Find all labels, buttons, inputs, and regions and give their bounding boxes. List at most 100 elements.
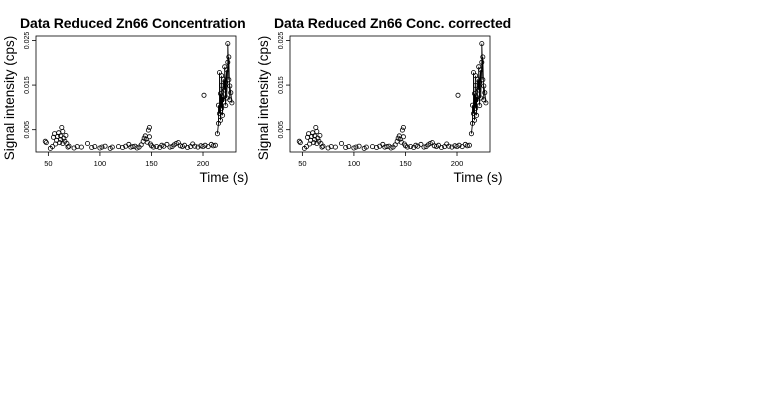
data-point — [71, 145, 77, 151]
data-point — [346, 144, 352, 150]
series-line — [470, 43, 487, 134]
data-point — [43, 140, 49, 146]
data-point — [479, 59, 485, 65]
data-point — [143, 136, 149, 142]
data-point — [477, 103, 483, 109]
data-point — [320, 143, 326, 149]
x-tick-label: 200 — [197, 159, 210, 168]
data-point — [164, 141, 170, 147]
data-point — [145, 127, 151, 133]
data-point — [146, 134, 152, 140]
data-point — [99, 144, 105, 150]
y-tick-label: 0.015 — [278, 76, 285, 94]
data-point — [317, 132, 323, 138]
y-axis-label: Signal intensity (cps) — [256, 36, 271, 161]
data-point — [58, 136, 64, 142]
x-tick-label: 150 — [145, 159, 158, 168]
data-point — [57, 140, 63, 146]
data-point — [356, 143, 362, 149]
data-point — [363, 144, 369, 150]
chart-canvas: 50 100 150 200 0.005 0.015 0.025 Time (s) Signal… — [256, 32, 503, 185]
data-point — [50, 144, 56, 150]
data-point — [202, 142, 208, 148]
data-point — [146, 125, 152, 131]
data-point — [223, 103, 229, 109]
data-point — [483, 100, 489, 106]
data-point — [227, 83, 233, 89]
data-point — [215, 102, 221, 108]
data-point — [217, 117, 223, 123]
data-point — [214, 131, 220, 137]
data-point — [480, 54, 486, 60]
data-point — [313, 125, 319, 131]
data-point — [228, 90, 234, 96]
data-point — [464, 143, 470, 149]
data-point — [343, 144, 349, 150]
data-point — [312, 136, 318, 142]
y-tick-label: 0.025 — [278, 32, 285, 50]
zn66-corrected-chart: Data Reduced Zn66 Conc. corrected 50 100 1… — [254, 0, 512, 190]
data-point — [63, 132, 69, 138]
data-point — [421, 144, 427, 150]
data-point — [370, 144, 376, 150]
y-tick-label: 0.005 — [278, 121, 285, 139]
data-point — [482, 90, 488, 96]
data-point — [332, 144, 338, 150]
data-point — [219, 73, 225, 79]
data-point — [374, 144, 380, 150]
data-point — [473, 73, 479, 79]
data-point — [226, 54, 232, 60]
data-point — [471, 117, 477, 123]
data-point — [339, 140, 345, 146]
y-axis-label: Signal intensity (cps) — [2, 36, 17, 161]
data-point — [296, 138, 302, 144]
data-point — [399, 127, 405, 133]
data-point — [481, 83, 487, 89]
data-point — [66, 143, 72, 149]
x-tick-label: 100 — [94, 159, 107, 168]
y-tick-label: 0.025 — [24, 32, 31, 50]
data-point — [195, 144, 201, 150]
data-point — [201, 92, 207, 98]
data-point — [304, 144, 310, 150]
data-point — [217, 91, 223, 97]
data-point — [42, 138, 48, 144]
data-point — [219, 105, 225, 111]
plot-frame — [289, 35, 491, 153]
data-point — [478, 67, 484, 73]
chart-title: Data Reduced Zn66 Conc. corrected — [274, 15, 512, 31]
data-point — [471, 91, 477, 97]
data-point — [297, 140, 303, 146]
zn66-concentration-chart: Data Reduced Zn66 Concentration 50 100 150… — [0, 0, 254, 190]
y-tick-label: 0.005 — [24, 121, 31, 139]
data-point — [120, 144, 126, 150]
data-point — [476, 87, 482, 93]
data-point — [65, 144, 71, 150]
x-axis-label: Time (s) — [200, 170, 249, 185]
data-point — [479, 41, 485, 47]
y-tick-label: 0.015 — [24, 76, 31, 94]
data-point — [102, 143, 108, 149]
x-tick-label: 150 — [399, 159, 412, 168]
data-point — [167, 144, 173, 150]
x-tick-label: 50 — [44, 159, 52, 168]
data-point — [312, 133, 318, 139]
data-point — [222, 87, 228, 93]
data-point — [455, 92, 461, 98]
data-point — [219, 83, 225, 89]
data-point — [192, 143, 198, 149]
data-point — [154, 144, 160, 150]
data-point — [116, 144, 122, 150]
data-point — [229, 100, 235, 106]
data-point — [397, 136, 403, 142]
data-point — [475, 99, 481, 105]
data-point — [184, 144, 190, 150]
data-point — [311, 140, 317, 146]
data-point — [466, 142, 472, 148]
data-point — [392, 142, 398, 148]
data-point — [85, 140, 91, 146]
data-point — [212, 142, 218, 148]
data-point — [468, 131, 474, 137]
data-point — [469, 102, 475, 108]
data-point — [319, 144, 325, 150]
